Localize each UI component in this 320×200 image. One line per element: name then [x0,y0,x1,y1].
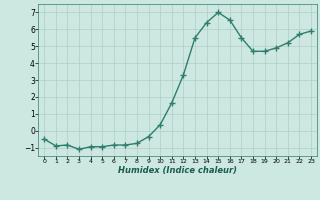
X-axis label: Humidex (Indice chaleur): Humidex (Indice chaleur) [118,166,237,175]
